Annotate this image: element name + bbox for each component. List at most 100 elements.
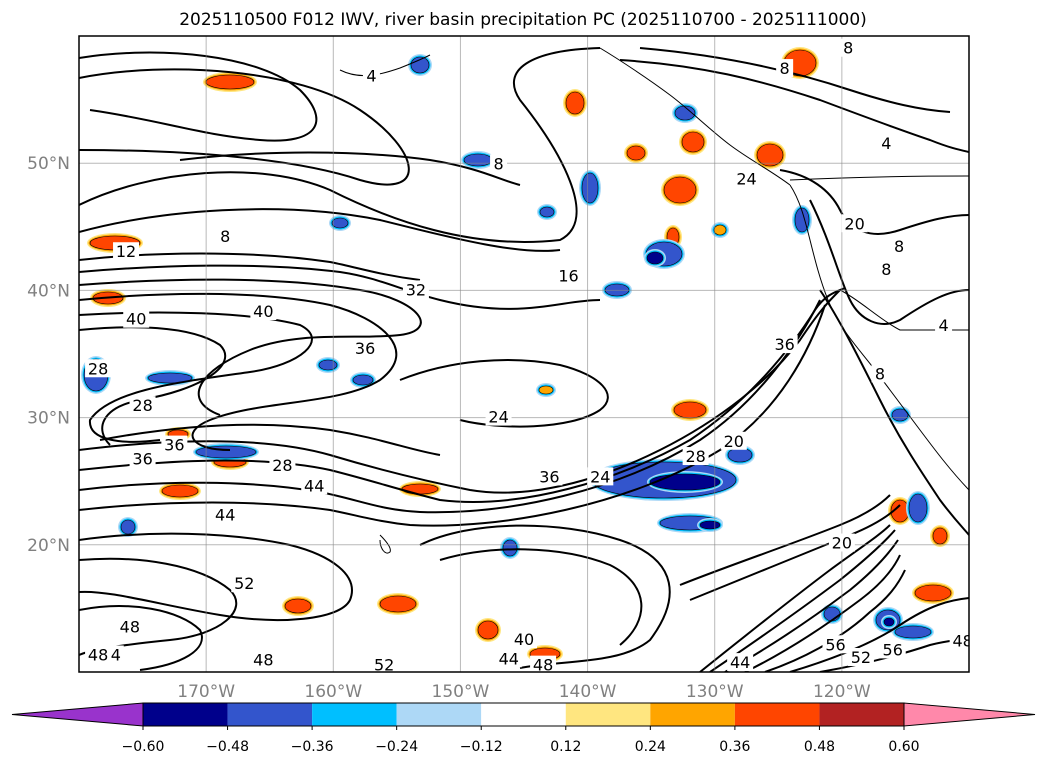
precip-patch — [894, 625, 932, 639]
contour-label-bg — [839, 38, 857, 57]
contour-label: 48 — [533, 656, 553, 675]
x-tick-label: 170°W — [177, 682, 235, 702]
contour-label-bg — [879, 640, 906, 659]
precip-patch — [538, 385, 554, 395]
contour-label-bg — [776, 59, 794, 78]
colorbar-tick-label: −0.48 — [206, 739, 249, 755]
contour-label: 8 — [220, 227, 230, 246]
colorbar-extend-max — [903, 702, 1036, 727]
contour-label-bg — [841, 214, 868, 233]
precip-patch — [565, 91, 585, 115]
precip-patch — [626, 145, 646, 161]
contour-label-bg — [536, 467, 563, 486]
iwv-contour-line — [179, 151, 521, 186]
contour-label: 40 — [126, 310, 146, 329]
contour-label: 28 — [132, 396, 152, 415]
iwv-contour-line — [99, 423, 441, 456]
contour-label-bg — [587, 467, 614, 486]
contour-label: 36 — [355, 339, 375, 358]
contour-label: 24 — [736, 170, 756, 189]
iwv-contour-line — [819, 289, 969, 536]
contour-label-bg — [511, 630, 537, 649]
contour-label: 8 — [881, 260, 891, 279]
x-tick-label: 140°W — [559, 682, 617, 702]
contour-label-bg — [123, 309, 150, 328]
contour-label-bg — [871, 364, 889, 383]
contour-label: 8 — [894, 237, 904, 256]
precip-patch — [410, 56, 430, 74]
contour-label-bg — [301, 476, 328, 495]
contour-label-bg — [250, 650, 277, 669]
contour-label-bg — [495, 649, 522, 668]
precip-patch — [502, 539, 518, 557]
grid-lines — [79, 36, 969, 672]
contour-label-bg — [231, 574, 258, 593]
contour-label: 24 — [488, 408, 508, 427]
coastline — [339, 54, 431, 77]
colorbar-segment — [227, 703, 313, 726]
contour-label: 40 — [253, 302, 273, 321]
contour-label-bg — [216, 226, 234, 245]
precip-patch — [379, 595, 417, 613]
contour-label: 48 — [120, 617, 140, 636]
contour-label-bg — [877, 260, 895, 279]
map-background — [79, 36, 969, 672]
contour-label: 56 — [883, 640, 903, 659]
contour-label-bg — [352, 338, 379, 357]
contour-label-bg — [733, 169, 760, 188]
iwv-contour-line — [79, 326, 227, 446]
contour-label: 36 — [132, 450, 152, 469]
colorbar-segment — [734, 703, 820, 726]
contour-label: 12 — [116, 242, 136, 261]
contour-label: 44 — [499, 649, 519, 668]
contour-label-bg — [771, 335, 798, 354]
iwv-contour-line — [724, 539, 899, 672]
contour-label-bg — [877, 134, 895, 153]
colorbar-tick-label: −0.60 — [122, 739, 165, 755]
contour-label-bg — [269, 455, 296, 474]
contour-label: 52 — [851, 648, 871, 667]
contour-label: 44 — [304, 476, 324, 495]
contour-label-bg — [682, 447, 709, 466]
contour-label: 44 — [215, 506, 235, 525]
iwv-contour-line — [639, 47, 951, 113]
colorbar-tick-label: 0.12 — [550, 739, 581, 755]
precip-patch — [147, 372, 193, 384]
contour-label-bg — [113, 242, 140, 261]
colorbar-tick-label: −0.36 — [291, 739, 334, 755]
contour-label-bg — [530, 655, 557, 672]
precip-patch — [932, 527, 948, 545]
map-layer: 8124028283636284444524844484852403632241… — [79, 36, 972, 675]
contour-label: 16 — [558, 266, 578, 285]
iwv-contour-line — [709, 529, 896, 672]
contour-label-bg — [890, 237, 908, 256]
contour-label-bg — [129, 396, 156, 415]
x-tick-label: 130°W — [686, 682, 744, 702]
precip-patch — [318, 359, 338, 371]
contour-label: 20 — [832, 534, 852, 553]
precip-patch — [681, 131, 705, 153]
contour-label: 8 — [875, 364, 885, 383]
iwv-contour-line — [79, 47, 601, 243]
precip-patch — [205, 74, 255, 90]
colorbar-outline — [142, 702, 905, 727]
contour-label: 36 — [774, 335, 794, 354]
iwv-contour-line — [789, 597, 969, 672]
contour-label-bg — [935, 316, 953, 335]
coastline — [599, 47, 791, 186]
colorbar-segment — [650, 703, 735, 726]
colorbar-tick-label: 0.48 — [804, 739, 835, 755]
contour-label-bg — [727, 653, 754, 672]
contour-labels: 8124028283636284444524844484852403632241… — [85, 38, 972, 675]
contour-label-bg — [555, 266, 582, 285]
contour-label: 52 — [234, 574, 254, 593]
precip-patch — [352, 374, 374, 386]
iwv-contour-line — [439, 548, 643, 646]
contour-label: 48 — [952, 631, 972, 650]
colorbar-extend-min — [11, 702, 144, 727]
precip-patch — [477, 620, 499, 640]
precip-patch — [663, 176, 697, 204]
x-tick-label: 120°W — [813, 682, 871, 702]
map-frame — [78, 35, 970, 673]
